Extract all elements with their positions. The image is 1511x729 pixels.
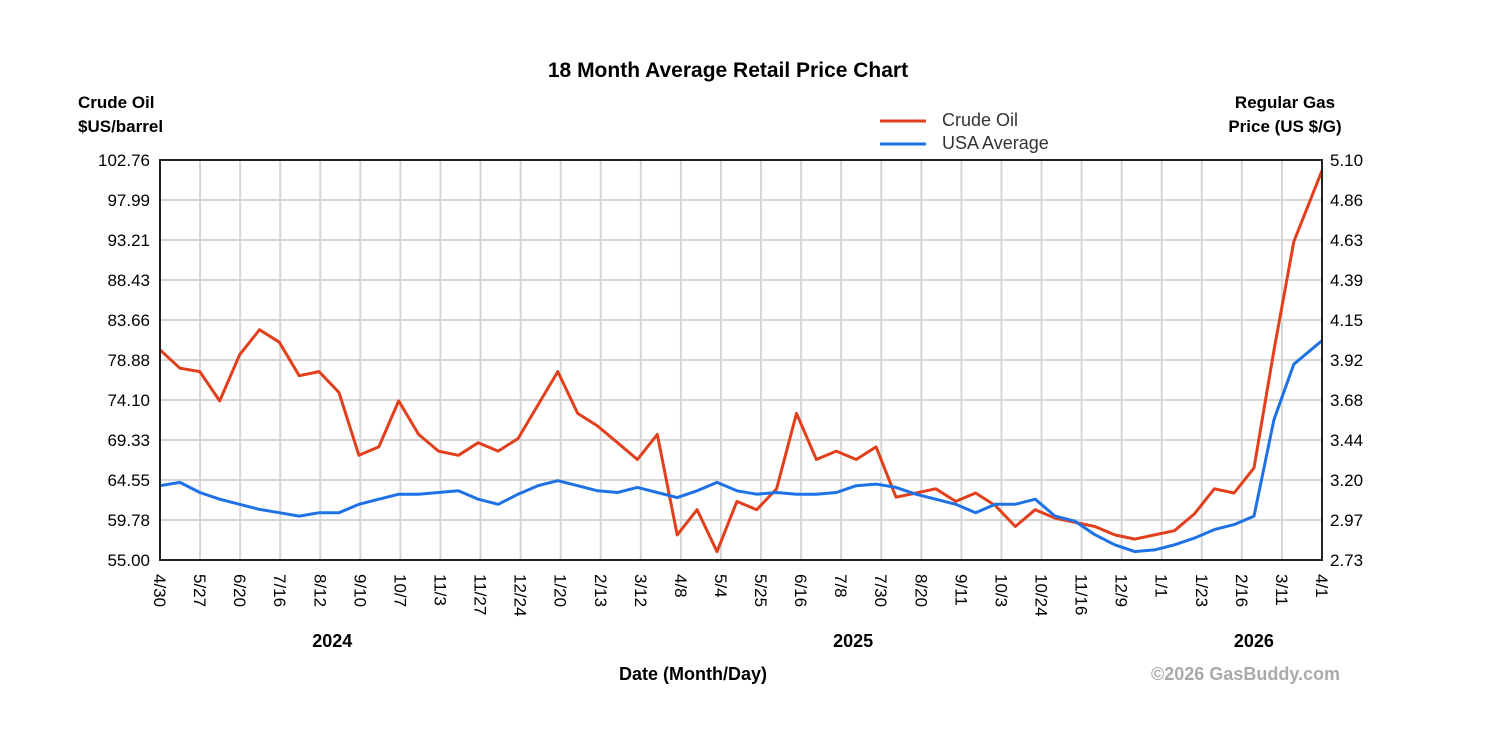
- legend: Crude Oil USA Average: [880, 110, 1049, 153]
- year-label: 2026: [1234, 631, 1274, 651]
- x-tick: 10/24: [1032, 574, 1051, 617]
- x-tick: 7/16: [270, 574, 289, 607]
- y-tick-right: 3.20: [1330, 471, 1363, 490]
- y-tick-left: 88.43: [107, 271, 150, 290]
- legend-label-crude-oil: Crude Oil: [942, 110, 1018, 130]
- x-tick: 1/20: [551, 574, 570, 607]
- series-lines: [158, 170, 1324, 554]
- x-tick: 10/3: [991, 574, 1010, 607]
- y-tick-right: 4.15: [1330, 311, 1363, 330]
- x-tick: 11/16: [1072, 574, 1091, 615]
- credit: ©2026 GasBuddy.com: [1151, 664, 1340, 684]
- chart-title: 18 Month Average Retail Price Chart: [548, 59, 908, 82]
- y-tick-right: 4.86: [1330, 191, 1363, 210]
- x-tick: 2/13: [591, 574, 610, 607]
- y-tick-right: 4.39: [1330, 271, 1363, 290]
- grid: [159, 159, 1323, 561]
- year-label: 2025: [833, 631, 873, 651]
- x-tick: 1/1: [1152, 574, 1171, 598]
- x-tick: 8/20: [911, 574, 930, 607]
- x-tick: 4/8: [671, 574, 690, 598]
- y-tick-right: 2.73: [1330, 551, 1363, 570]
- left-axis-label-line1: Crude Oil: [78, 93, 155, 112]
- y-tick-left: 64.55: [107, 471, 150, 490]
- y-tick-left: 97.99: [107, 191, 150, 210]
- series-line-crude-oil: [158, 170, 1324, 554]
- x-tick: 5/4: [711, 574, 730, 598]
- series-line-usa-average: [159, 339, 1323, 554]
- x-tick: 8/12: [310, 574, 329, 607]
- legend-label-usa-average: USA Average: [942, 133, 1049, 153]
- x-tick: 7/8: [831, 574, 850, 598]
- x-tick: 2/16: [1232, 574, 1251, 607]
- x-tick: 11/27: [471, 574, 490, 615]
- x-tick: 5/27: [190, 574, 209, 607]
- x-tick: 4/30: [150, 574, 169, 607]
- x-tick: 4/1: [1312, 574, 1331, 598]
- y-tick-left: 102.76: [98, 151, 150, 170]
- x-tick: 3/12: [631, 574, 650, 607]
- x-tick: 6/16: [791, 574, 810, 607]
- x-tick: 1/23: [1192, 574, 1211, 607]
- x-tick: 12/24: [511, 574, 530, 617]
- y-tick-right: 5.10: [1330, 151, 1363, 170]
- y-tick-right: 3.44: [1330, 431, 1363, 450]
- tick-labels: 102.76 5.10 97.99 4.86 93.21 4.63 88.43 4.39 83.…: [98, 151, 1363, 651]
- x-tick: 3/11: [1272, 574, 1291, 606]
- x-tick: 9/11: [951, 574, 970, 606]
- x-tick: 10/7: [390, 574, 409, 607]
- y-tick-left: 83.66: [107, 311, 150, 330]
- plot-frame: [159, 159, 1323, 561]
- y-tick-left: 55.00: [107, 551, 150, 570]
- y-tick-left: 78.88: [107, 351, 150, 370]
- x-tick: 5/25: [751, 574, 770, 607]
- y-tick-left: 69.33: [107, 431, 150, 450]
- left-axis-label-line2: $US/barrel: [78, 117, 163, 136]
- y-tick-right: 3.68: [1330, 391, 1363, 410]
- year-label: 2024: [312, 631, 352, 651]
- y-tick-left: 74.10: [107, 391, 150, 410]
- y-tick-right: 3.92: [1330, 351, 1363, 370]
- y-tick-left: 93.21: [107, 231, 150, 250]
- y-tick-right: 4.63: [1330, 231, 1363, 250]
- y-tick-right: 2.97: [1330, 511, 1363, 530]
- x-tick: 11/3: [430, 574, 449, 606]
- x-tick: 7/30: [871, 574, 890, 607]
- right-axis-label-line2: Price (US $/G): [1228, 117, 1341, 136]
- right-axis-label-line1: Regular Gas: [1235, 93, 1335, 112]
- x-tick: 9/10: [350, 574, 369, 607]
- x-tick: 6/20: [230, 574, 249, 607]
- y-tick-left: 59.78: [107, 511, 150, 530]
- x-tick: 12/9: [1112, 574, 1131, 607]
- x-axis-label: Date (Month/Day): [619, 664, 767, 684]
